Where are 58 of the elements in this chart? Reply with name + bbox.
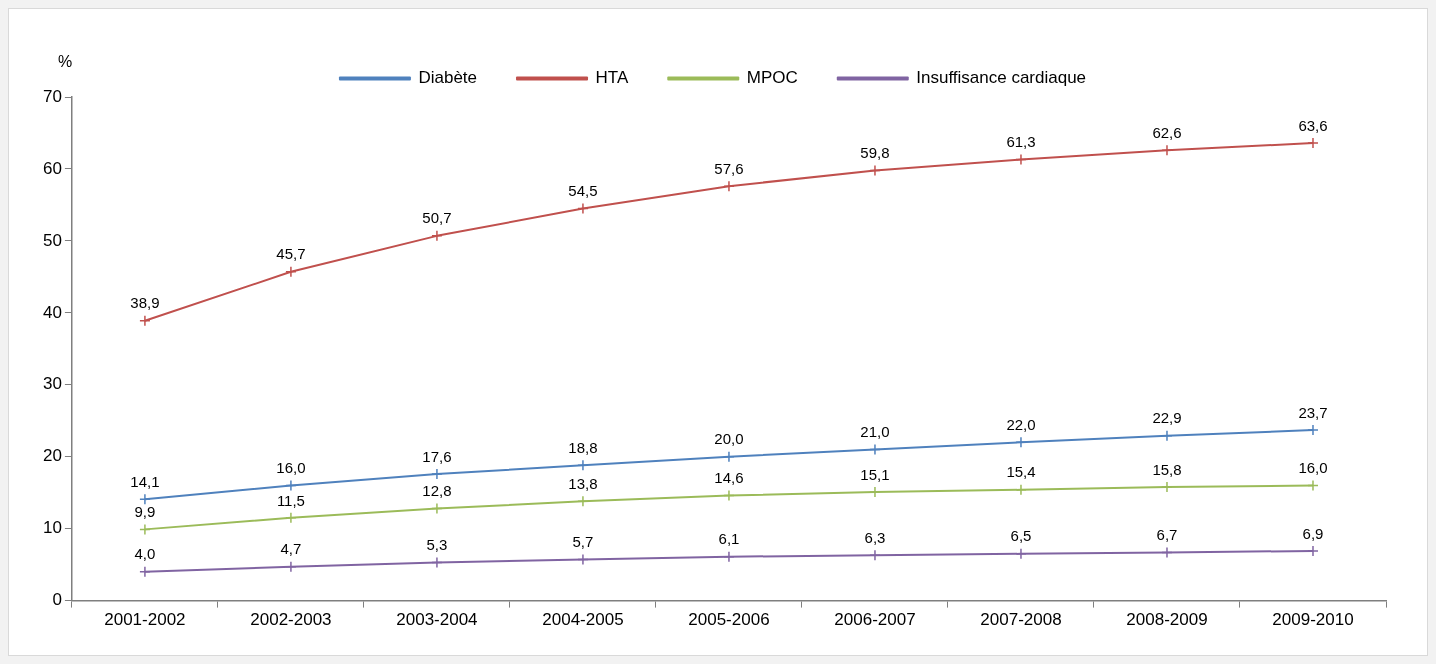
- data-label: 20,0: [714, 430, 744, 448]
- data-label: 38,9: [130, 294, 160, 312]
- legend-label: Insuffisance cardiaque: [916, 68, 1087, 88]
- x-tick-label: 2004-2005: [542, 610, 624, 630]
- legend-label: HTA: [595, 68, 629, 88]
- y-tick-label: 0: [52, 590, 62, 610]
- x-tick-label: 2005-2006: [688, 610, 770, 630]
- y-tick-label: 40: [42, 302, 62, 322]
- data-label: 63,6: [1298, 116, 1328, 134]
- x-tick-label: 2008-2009: [1126, 610, 1208, 630]
- data-label: 15,8: [1152, 460, 1182, 478]
- data-label: 23,7: [1298, 403, 1328, 421]
- data-label: 13,8: [568, 474, 598, 492]
- data-label: 6,9: [1302, 524, 1324, 542]
- data-label: 17,6: [422, 447, 452, 465]
- data-label: 16,0: [276, 459, 306, 477]
- x-tick-label: 2009-2010: [1272, 610, 1354, 630]
- data-label: 4,0: [134, 545, 156, 563]
- data-label: 62,6: [1152, 123, 1182, 141]
- data-label: 61,3: [1006, 133, 1036, 151]
- data-label: 6,5: [1010, 527, 1032, 545]
- data-label: 14,1: [130, 472, 160, 490]
- x-tick-label: 2002-2003: [250, 610, 332, 630]
- x-tick-label: 2003-2004: [396, 610, 478, 630]
- data-label: 6,1: [718, 530, 740, 548]
- data-label: 5,3: [426, 536, 448, 554]
- y-axis-title: %: [57, 53, 73, 71]
- data-label: 16,0: [1298, 459, 1328, 477]
- data-label: 14,6: [714, 469, 744, 487]
- data-label: 21,0: [860, 423, 890, 441]
- data-label: 22,9: [1152, 409, 1182, 427]
- data-label: 6,3: [864, 528, 886, 546]
- data-label: 59,8: [860, 144, 890, 162]
- data-label: 18,8: [568, 438, 598, 456]
- data-label: 5,7: [572, 533, 594, 551]
- x-tick-label: 2006-2007: [834, 610, 916, 630]
- y-tick-label: 50: [42, 230, 62, 250]
- data-label: 57,6: [714, 159, 744, 177]
- legend-label: MPOC: [746, 68, 798, 88]
- data-label: 11,5: [276, 491, 305, 509]
- y-tick-label: 20: [42, 446, 62, 466]
- data-label: 45,7: [276, 245, 306, 263]
- data-label: 22,0: [1006, 415, 1036, 433]
- data-label: 6,7: [1156, 526, 1178, 544]
- x-tick-label: 2007-2008: [980, 610, 1062, 630]
- data-label: 4,7: [280, 540, 302, 558]
- data-label: 12,8: [422, 482, 452, 500]
- y-tick-label: 70: [42, 86, 62, 106]
- y-tick-label: 10: [42, 518, 62, 538]
- data-label: 15,4: [1006, 463, 1036, 481]
- x-tick-label: 2001-2002: [104, 610, 186, 630]
- data-label: 15,1: [860, 465, 890, 483]
- data-label: 9,9: [134, 503, 156, 521]
- data-label: 54,5: [568, 182, 598, 200]
- y-tick-label: 30: [42, 374, 62, 394]
- y-tick-label: 60: [42, 158, 62, 178]
- data-label: 50,7: [422, 209, 452, 227]
- legend-label: Diabète: [418, 68, 478, 88]
